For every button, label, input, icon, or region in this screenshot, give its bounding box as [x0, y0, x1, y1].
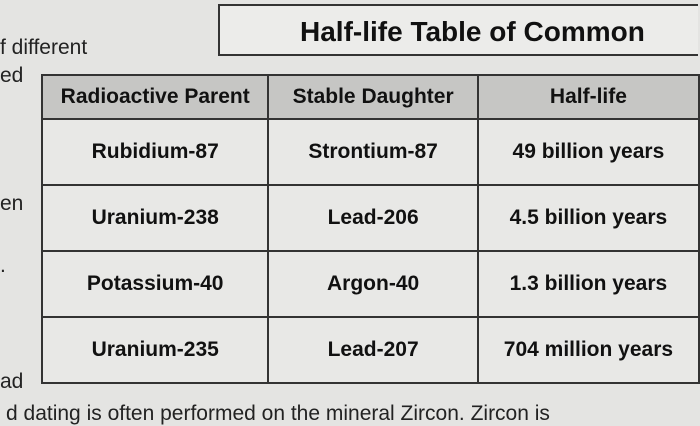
margin-text: ad — [0, 370, 24, 393]
margin-text: ed — [0, 64, 24, 87]
half-life-table: Radioactive Parent Stable Daughter Half-li… — [40, 74, 700, 384]
table-cell: 49 billion years — [476, 118, 700, 186]
title: Half-life Table of Common — [300, 16, 645, 47]
header-row: Radioactive Parent Stable Daughter Half-li… — [40, 74, 700, 120]
column-header: Half-life — [476, 74, 700, 120]
table-row: Rubidium-87 Strontium-87 49 billion years — [40, 118, 700, 186]
table-row: Potassium-40 Argon-40 1.3 billion years — [40, 250, 700, 318]
table-cell: Strontium-87 — [267, 118, 479, 186]
title-box — [218, 4, 698, 56]
table-row: Uranium-235 Lead-207 704 million years — [40, 316, 700, 384]
table-cell: Argon-40 — [267, 250, 479, 318]
table-cell: Uranium-235 — [40, 316, 270, 384]
table-cell: Lead-206 — [267, 184, 479, 252]
table-row: Uranium-238 Lead-206 4.5 billion years — [40, 184, 700, 252]
table-cell: 4.5 billion years — [476, 184, 700, 252]
column-header: Radioactive Parent — [40, 74, 270, 120]
table-cell: 1.3 billion years — [476, 250, 700, 318]
table-cell: Uranium-238 — [40, 184, 270, 252]
margin-text: f different — [0, 36, 88, 59]
footer-text: d dating is often performed on the miner… — [6, 402, 550, 425]
table-cell: Rubidium-87 — [40, 118, 270, 186]
column-header: Stable Daughter — [267, 74, 479, 120]
table-cell: Lead-207 — [267, 316, 479, 384]
table-cell: 704 million years — [476, 316, 700, 384]
table-cell: Potassium-40 — [40, 250, 270, 318]
margin-text: . — [0, 254, 6, 277]
margin-text: en — [0, 192, 24, 215]
